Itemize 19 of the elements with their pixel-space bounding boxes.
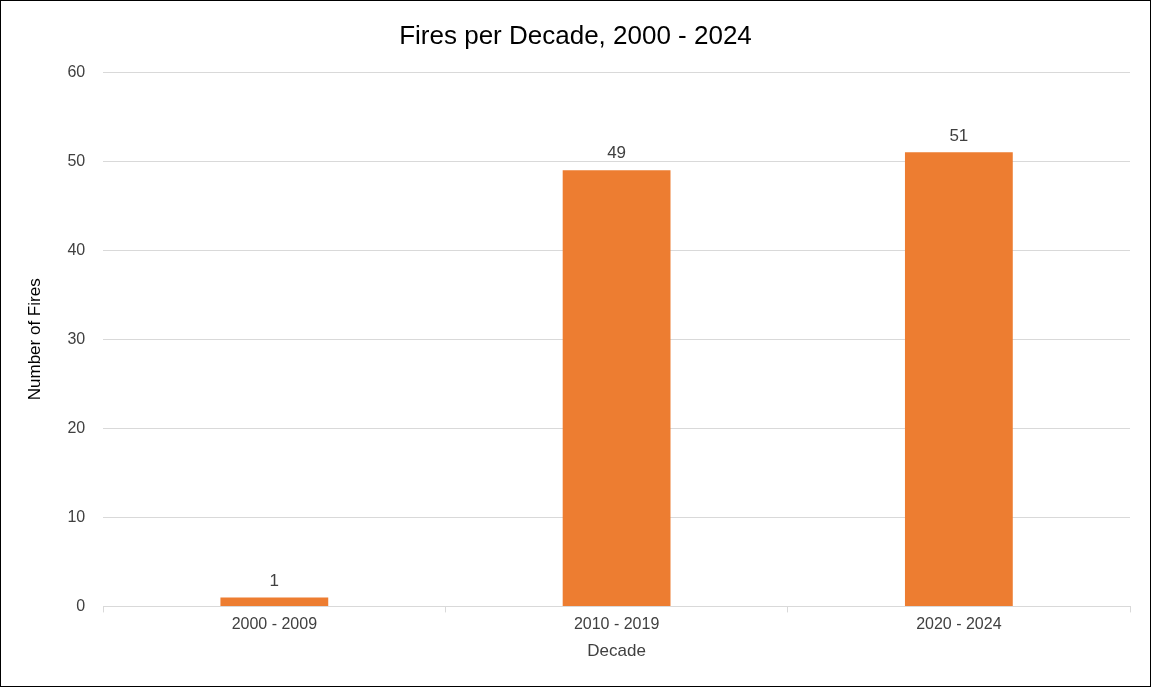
y-tick-label: 20 — [67, 418, 86, 436]
y-tick-label: 0 — [76, 596, 86, 614]
chart-title: Fires per Decade, 2000 - 2024 — [399, 19, 752, 50]
y-tick-label: 40 — [67, 240, 86, 258]
bar — [904, 152, 1013, 606]
x-axis-title: Decade — [587, 641, 646, 661]
x-tick-label: 2000 - 2009 — [231, 615, 318, 633]
x-tick-label: 2020 - 2024 — [916, 615, 1002, 633]
data-label: 1 — [269, 570, 280, 590]
bar — [562, 170, 671, 606]
data-label: 51 — [949, 125, 969, 145]
data-label: 49 — [607, 143, 627, 163]
x-tick-label: 2010 - 2019 — [573, 615, 660, 633]
y-axis-title: Number of Fires — [24, 278, 44, 401]
y-tick-label: 50 — [67, 151, 86, 169]
y-tick-label: 60 — [67, 62, 86, 80]
y-tick-label: 30 — [67, 329, 86, 347]
bar — [220, 597, 329, 606]
y-tick-label: 10 — [67, 507, 86, 525]
